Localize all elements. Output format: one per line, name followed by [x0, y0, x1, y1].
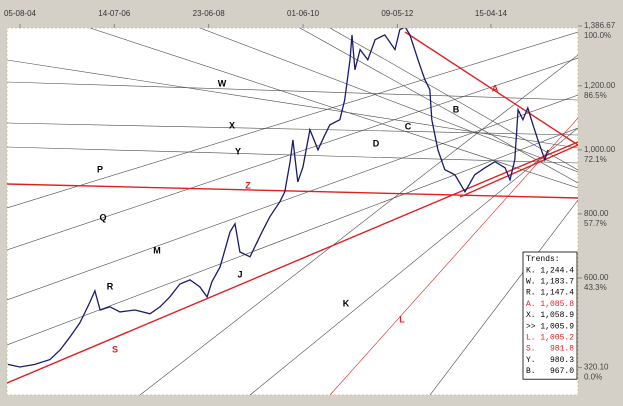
trend-line	[7, 146, 578, 164]
trend-value: 967.0	[550, 367, 574, 376]
trend-label: D	[373, 138, 380, 148]
x-tick-label: 05-08-04	[4, 9, 37, 18]
y-tick-label: 800.00	[584, 209, 609, 218]
trend-line	[7, 122, 578, 136]
x-tick-label: 01-06-10	[287, 9, 320, 18]
trend-name: >>	[526, 322, 536, 331]
trend-line	[7, 57, 578, 251]
y-percent-label: 57.7%	[584, 219, 607, 228]
x-tick-label: 09-05-12	[381, 9, 414, 18]
trend-lines	[7, 28, 578, 395]
trend-label: R	[107, 281, 114, 291]
trend-line-red	[329, 117, 578, 395]
y-tick-label: 320.10	[584, 363, 609, 372]
trend-label: Y	[235, 146, 241, 156]
trend-value: 1,147.4	[540, 289, 574, 298]
series-layer	[7, 28, 549, 368]
trend-name: L.	[526, 334, 536, 343]
y-tick-label: 1,386.67	[584, 21, 616, 30]
trend-line	[7, 59, 578, 149]
trend-value: 1,005.9	[540, 322, 574, 331]
trend-value: 1,005.2	[540, 334, 574, 343]
trend-line	[139, 54, 578, 395]
trend-line-red	[7, 141, 578, 384]
trend-label: Z	[245, 180, 251, 190]
plot-area	[6, 27, 579, 396]
trend-label: W	[218, 78, 227, 88]
trend-value: 1,058.9	[540, 311, 574, 320]
x-tick-label: 23-06-08	[193, 9, 226, 18]
trend-name: Y.	[526, 356, 536, 365]
trend-label: S	[112, 344, 118, 354]
trend-label: J	[237, 269, 242, 279]
trend-line-red	[7, 183, 578, 199]
y-tick-label: 1,000.00	[584, 145, 616, 154]
trend-label: M	[153, 245, 161, 255]
trend-line	[7, 81, 578, 101]
trend-value: 1,244.4	[540, 266, 574, 275]
trend-line-red	[459, 144, 578, 198]
trend-name: S.	[526, 345, 536, 354]
y-percent-label: 43.3%	[584, 283, 607, 292]
trend-line	[299, 28, 578, 184]
trend-label: Q	[99, 212, 106, 222]
trend-name: R.	[526, 289, 536, 298]
x-tick-label: 14-07-06	[98, 9, 131, 18]
trend-name: K.	[526, 266, 536, 275]
trend-value: 981.8	[550, 345, 574, 354]
trend-value: 980.3	[550, 356, 574, 365]
trend-value: 1,085.8	[540, 300, 574, 309]
trend-label: K	[343, 298, 350, 308]
trend-line	[7, 31, 578, 209]
trend-label: X	[229, 120, 235, 130]
y-tick-label: 1,200.00	[584, 81, 616, 90]
overlay: 05-08-04 14-07-06 23-06-08 01-06-10 09-05-12…	[4, 9, 616, 382]
price-line	[7, 28, 549, 368]
trend-line	[89, 28, 578, 189]
trend-label: C	[405, 121, 412, 131]
trend-line	[429, 199, 578, 395]
trend-name: W.	[526, 278, 536, 287]
y-percent-label: 72.1%	[584, 155, 607, 164]
trend-name: X.	[526, 311, 536, 320]
trend-label: B	[453, 104, 460, 114]
trend-label: L	[399, 314, 405, 324]
trend-label: A	[492, 83, 499, 93]
trends-title: Trends:	[526, 255, 560, 264]
x-tick-label: 15-04-14	[475, 9, 508, 18]
trend-label: P	[97, 164, 103, 174]
y-percent-label: 86.5%	[584, 91, 607, 100]
trend-name: A.	[526, 300, 536, 309]
y-percent-label: 100.0%	[584, 31, 611, 40]
trend-line	[249, 127, 578, 395]
y-percent-label: 0.0%	[584, 373, 602, 382]
trend-name: B.	[526, 367, 536, 376]
trends-box	[522, 251, 578, 380]
y-tick-label: 600.00	[584, 273, 609, 282]
trend-value: 1,183.7	[540, 278, 574, 287]
trend-line-red	[404, 31, 578, 146]
